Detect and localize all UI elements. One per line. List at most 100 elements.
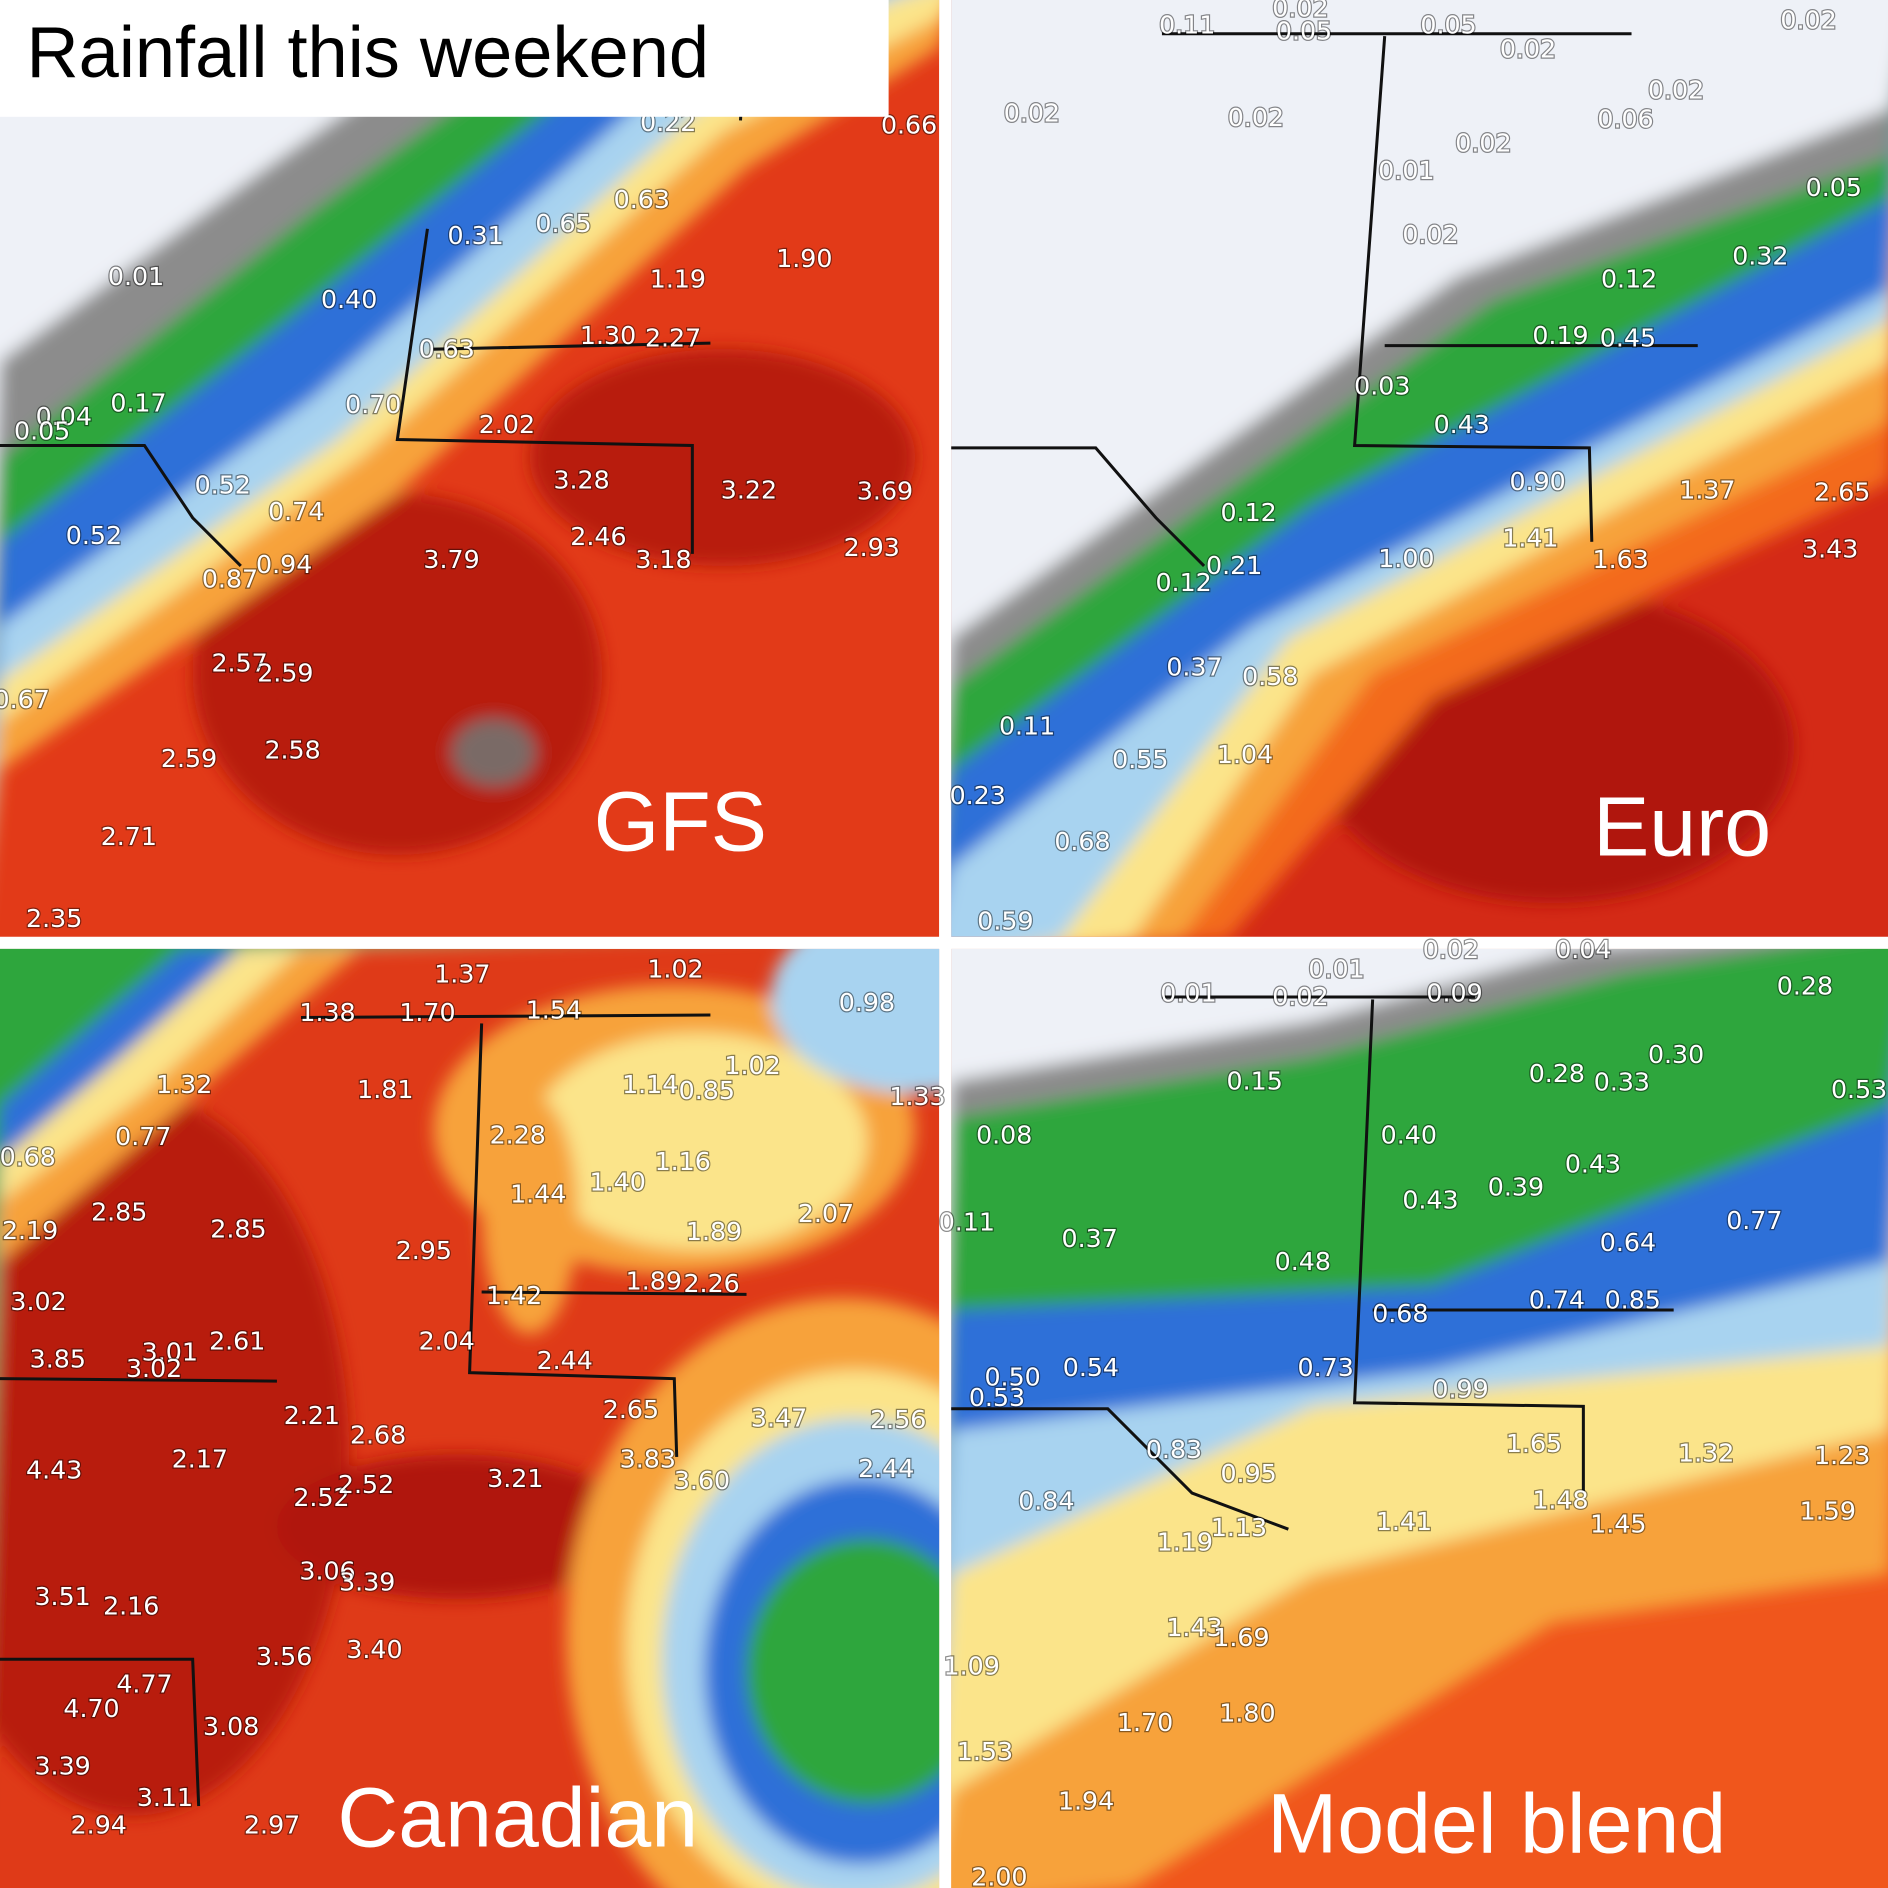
rain-value: 3.28 [553, 466, 609, 495]
rain-value: 0.01 [1160, 979, 1216, 1008]
rain-value: 1.19 [1157, 1528, 1213, 1557]
rain-value: 0.85 [679, 1076, 735, 1105]
rain-area [529, 349, 916, 566]
rain-value: 3.85 [30, 1345, 86, 1374]
rain-value: 0.73 [1298, 1353, 1354, 1382]
rain-value: 1.80 [1219, 1699, 1275, 1728]
rain-value: 0.70 [345, 390, 401, 419]
rain-value: 3.21 [487, 1464, 543, 1493]
rain-value: 1.43 [1166, 1613, 1222, 1642]
rain-value: 0.11 [999, 711, 1055, 740]
rain-value: 1.32 [156, 1070, 212, 1099]
rain-value: 0.43 [1402, 1186, 1458, 1215]
rain-value: 3.02 [10, 1287, 66, 1316]
rain-value: 0.87 [202, 564, 258, 593]
rain-value: 0.40 [321, 285, 377, 314]
rain-value: 2.02 [479, 410, 535, 439]
rain-value: 3.43 [1802, 534, 1858, 563]
rain-value: 0.67 [0, 685, 50, 714]
rain-value: 2.27 [645, 324, 701, 353]
rain-value: 2.04 [419, 1327, 475, 1356]
rain-value: 0.54 [1063, 1353, 1119, 1382]
rain-value: 1.45 [1590, 1510, 1646, 1539]
rain-value: 0.63 [614, 185, 670, 214]
rain-value: 0.12 [1220, 498, 1276, 527]
rain-value: 3.69 [857, 476, 913, 505]
rain-value: 2.85 [91, 1198, 147, 1227]
rain-value: 0.23 [950, 781, 1006, 810]
rain-value: 3.79 [423, 545, 479, 574]
rain-value: 0.32 [1732, 242, 1788, 271]
rain-value: 0.05 [1806, 173, 1862, 202]
rain-value: 1.89 [686, 1217, 742, 1246]
rain-value: 2.16 [103, 1591, 159, 1620]
rain-value: 3.02 [126, 1354, 182, 1383]
rain-value: 2.94 [71, 1811, 127, 1840]
rain-value: 1.09 [944, 1652, 1000, 1681]
border [951, 995, 1674, 1531]
rain-value: 0.05 [1420, 10, 1476, 39]
rain-value: 0.50 [984, 1363, 1040, 1392]
rain-value: 0.11 [1159, 10, 1215, 39]
rain-value: 2.56 [870, 1405, 926, 1434]
rain-area [0, 1093, 350, 1816]
rain-value: 0.85 [1605, 1286, 1661, 1315]
rain-value: 0.12 [1155, 568, 1211, 597]
rain-value: 0.06 [1597, 104, 1653, 133]
rain-value: 3.40 [346, 1635, 402, 1664]
rain-value: 0.02 [1402, 220, 1458, 249]
rain-value: 0.12 [1601, 265, 1657, 294]
rain-value: 2.44 [858, 1454, 914, 1483]
rain-field [951, 0, 1888, 937]
rain-value: 0.02 [1228, 103, 1284, 132]
rain-value: 0.45 [1600, 324, 1656, 353]
rain-value: 2.85 [210, 1215, 266, 1244]
rain-area [276, 1454, 639, 1600]
rain-value: 3.11 [137, 1783, 193, 1812]
panel [0, 948, 940, 1888]
rain-value: 0.02 [1500, 35, 1556, 64]
rain-value: 0.08 [976, 1121, 1032, 1150]
rain-area [746, 1538, 940, 1804]
rain-value: 0.77 [1726, 1206, 1782, 1235]
model-name: GFS [594, 775, 767, 869]
rain-value: 0.21 [1206, 551, 1262, 580]
rain-value: 1.70 [1117, 1708, 1173, 1737]
rain-value: 0.68 [1372, 1299, 1428, 1328]
rain-field [951, 948, 1888, 1888]
rain-value: 0.37 [1166, 652, 1222, 681]
rain-value: 2.46 [570, 522, 626, 551]
rain-value: 1.00 [1378, 544, 1434, 573]
rain-value: 0.98 [839, 988, 895, 1017]
rain-value: 3.83 [620, 1445, 676, 1474]
rain-value: 1.54 [526, 995, 582, 1024]
rain-value: 0.02 [1455, 128, 1511, 157]
rain-value: 0.39 [1488, 1172, 1544, 1201]
rain-value: 0.68 [0, 1142, 56, 1171]
rain-value: 2.58 [264, 735, 320, 764]
border [0, 0, 749, 567]
rain-value: 0.01 [1308, 954, 1364, 983]
rain-value: 2.65 [603, 1395, 659, 1424]
rain-value: 4.70 [63, 1694, 119, 1723]
rain-value: 0.55 [1112, 745, 1168, 774]
rain-value: 2.59 [161, 744, 217, 773]
rain-value: 2.19 [2, 1216, 58, 1245]
rain-value: 0.02 [1780, 6, 1836, 35]
rain-value: 0.53 [1831, 1075, 1887, 1104]
panel [0, 0, 940, 937]
rain-value: 3.18 [635, 545, 691, 574]
rain-value: 0.15 [1227, 1066, 1283, 1095]
model-name: Model blend [1267, 1776, 1726, 1870]
border [951, 32, 1698, 567]
rain-value: 3.47 [751, 1404, 807, 1433]
rain-value: 1.63 [1593, 545, 1649, 574]
rain-value: 1.81 [357, 1075, 413, 1104]
state-borders [0, 0, 1698, 1807]
rain-value: 0.64 [1600, 1228, 1656, 1257]
rain-area [451, 718, 536, 787]
rain-value: 3.39 [339, 1567, 395, 1596]
rain-value: 0.19 [1532, 321, 1588, 350]
rain-value: 1.59 [1800, 1496, 1856, 1525]
